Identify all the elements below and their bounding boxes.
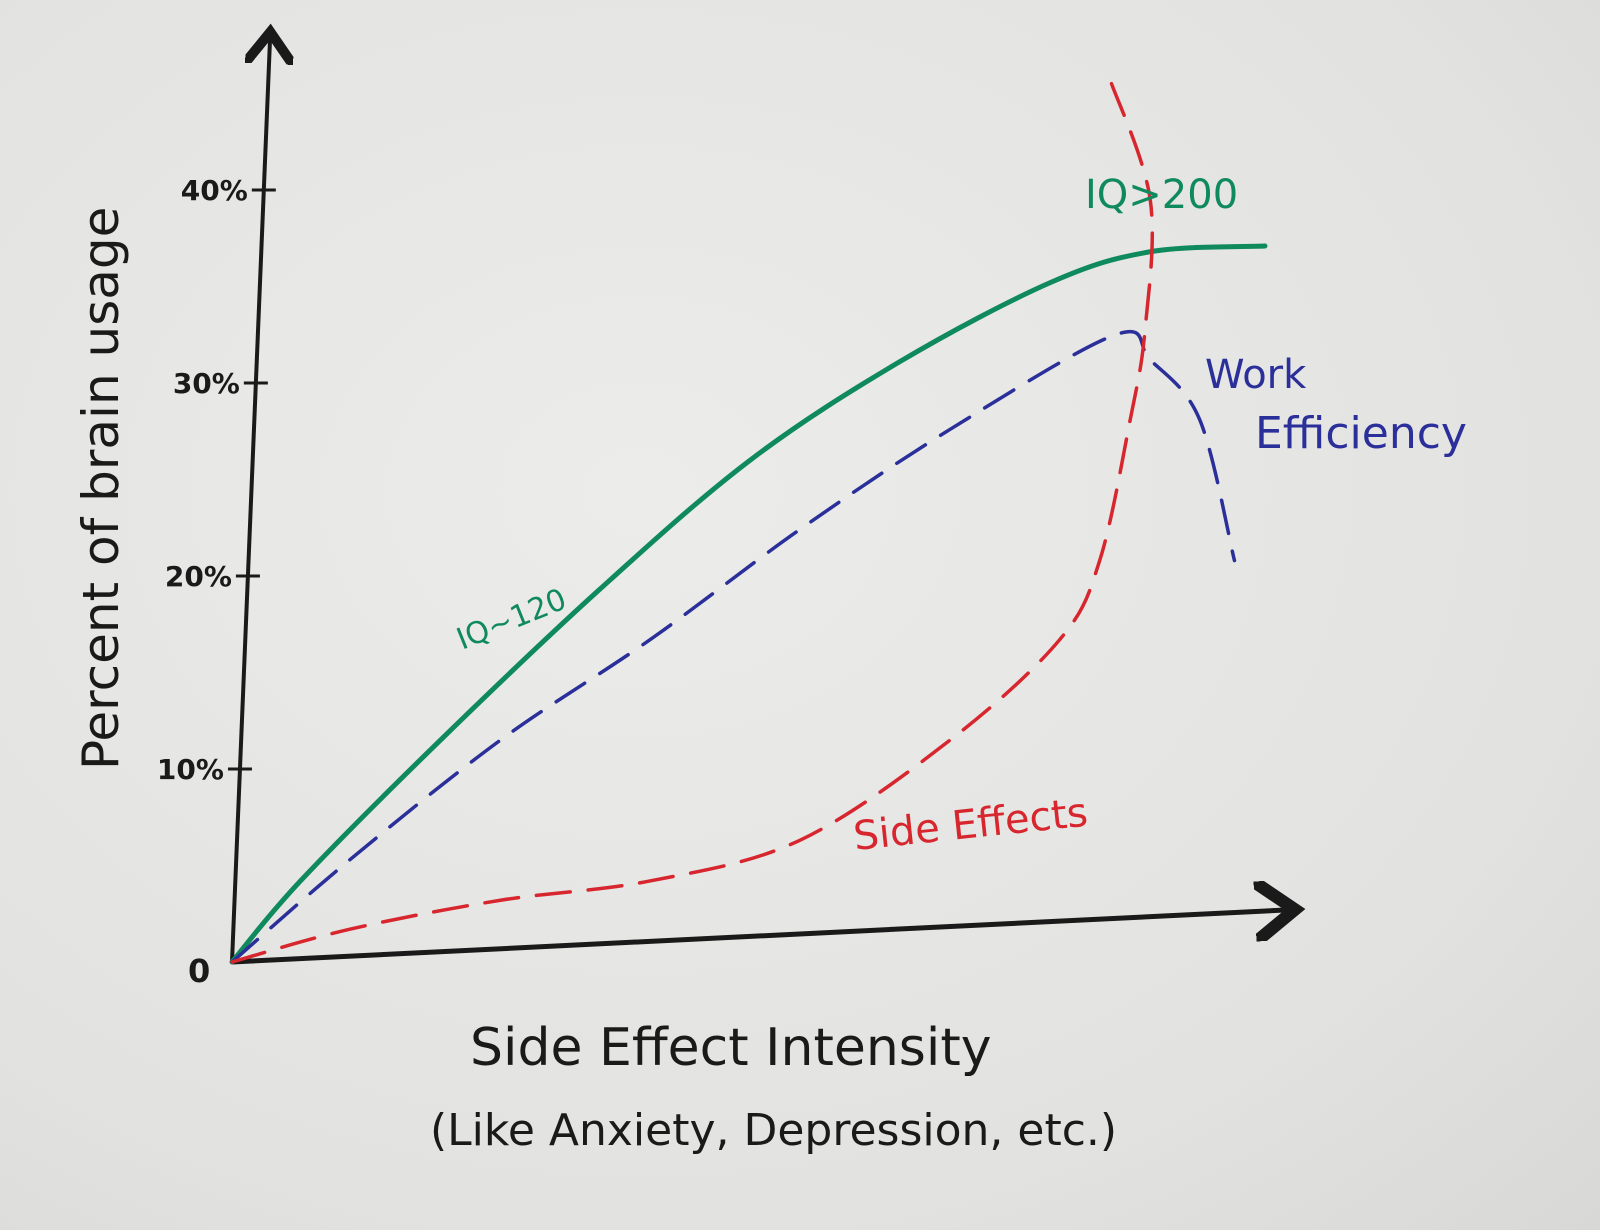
x-axis-sublabel: (Like Anxiety, Depression, etc.): [430, 1105, 1117, 1156]
annotation-side-effects: Side Effects: [851, 790, 1090, 860]
series-line-side-effects: [230, 78, 1155, 964]
y-tick-label: 20%: [165, 560, 232, 593]
annotation-iq-200: IQ>200: [1085, 172, 1238, 218]
y-axis-label: Percent of brain usage: [72, 207, 130, 770]
x-axis: [231, 910, 1285, 965]
annotation-efficiency: Efficiency: [1255, 408, 1467, 459]
series-line-iq-120: [229, 243, 1268, 965]
y-tick-label: 10%: [157, 753, 224, 786]
y-tick-label: 30%: [173, 367, 240, 400]
series-line-work-efficiency: [230, 329, 1237, 964]
annotation-work: Work: [1205, 352, 1307, 398]
y-axis: [230, 40, 270, 963]
origin-label: 0: [188, 952, 210, 990]
x-axis-label: Side Effect Intensity: [470, 1018, 992, 1078]
y-tick-label: 40%: [181, 174, 248, 207]
annotation-iq-120: IQ~120: [452, 582, 572, 657]
